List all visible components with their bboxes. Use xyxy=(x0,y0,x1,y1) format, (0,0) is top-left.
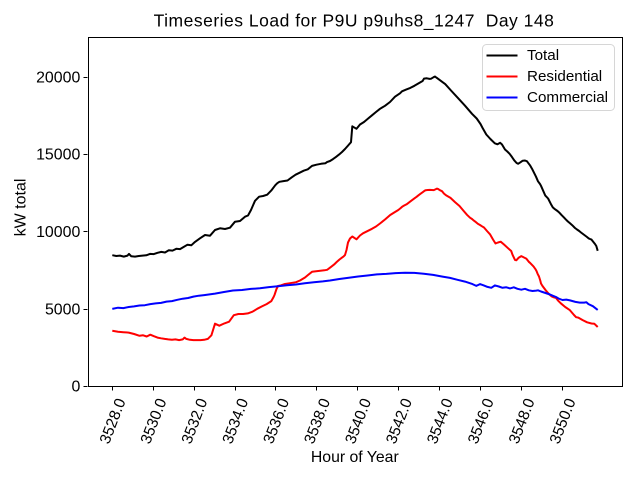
svg-text:Total: Total xyxy=(527,47,559,64)
svg-text:0: 0 xyxy=(71,379,80,396)
svg-text:Commercial: Commercial xyxy=(527,89,608,106)
svg-text:Hour of Year: Hour of Year xyxy=(311,449,399,466)
svg-text:kW total: kW total xyxy=(13,179,30,237)
svg-text:10000: 10000 xyxy=(36,224,80,241)
svg-text:Residential: Residential xyxy=(527,68,602,85)
svg-text:15000: 15000 xyxy=(36,147,80,164)
svg-text:5000: 5000 xyxy=(45,301,81,318)
svg-text:Timeseries Load for P9U p9uhs8: Timeseries Load for P9U p9uhs8_1247 Day … xyxy=(154,10,555,31)
svg-text:20000: 20000 xyxy=(36,69,80,86)
